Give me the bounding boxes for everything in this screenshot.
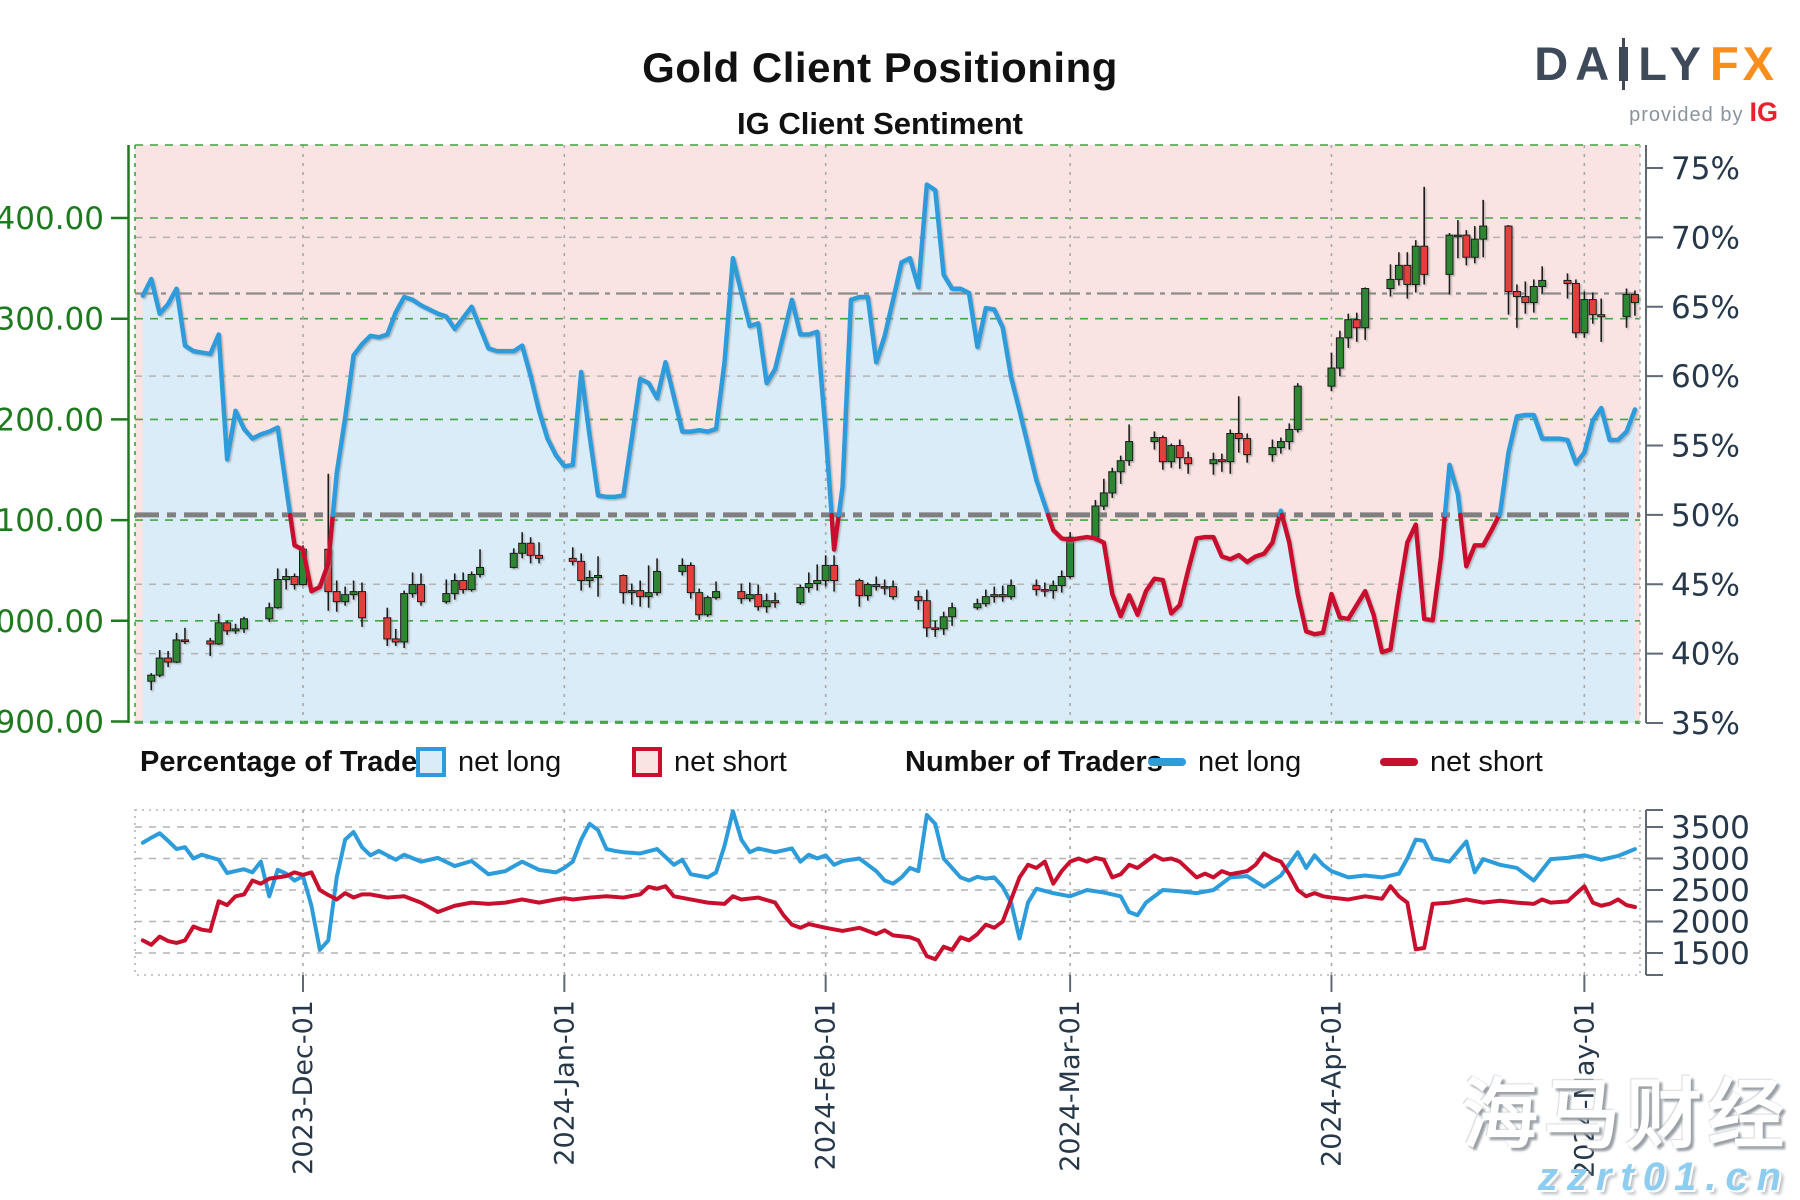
svg-text:2000.00: 2000.00: [0, 604, 104, 640]
legend-item-num-net-short: net short: [1380, 742, 1543, 782]
svg-text:2300.00: 2300.00: [0, 302, 104, 338]
dailyfx-logo: DA LY FX provided by IG: [1534, 36, 1778, 128]
svg-text:50%: 50%: [1671, 498, 1740, 534]
svg-text:2024-Apr-01: 2024-Apr-01: [1316, 1000, 1347, 1167]
net-long-line-swatch: [1148, 758, 1186, 766]
watermark: 海马财经 zzrt01.cn: [1462, 1076, 1790, 1198]
svg-text:2024-Feb-01: 2024-Feb-01: [811, 1000, 842, 1170]
svg-text:2024-May-01: 2024-May-01: [1569, 1000, 1600, 1178]
logo-text-fx: FX: [1709, 37, 1778, 90]
svg-text:75%: 75%: [1671, 151, 1740, 187]
chart-legend: Percentage of Traders net long net short…: [0, 742, 1800, 788]
percent-axis-right: 75% 70% 65% 60% 55% 50% 45% 40% 35%: [1645, 145, 1740, 742]
trader-count-line-net-short: [140, 851, 1637, 962]
svg-text:2400.00: 2400.00: [0, 201, 104, 237]
legend-item-num-net-long: net long: [1148, 742, 1301, 782]
logo-provided-by: provided by IG: [1629, 97, 1778, 127]
legend-header-percentage: Percentage of Traders: [140, 745, 445, 778]
svg-text:45%: 45%: [1671, 567, 1740, 603]
trader-count-line-net-long: [140, 809, 1637, 952]
svg-text:2000: 2000: [1671, 905, 1750, 941]
sentiment-area-fills: [135, 145, 1640, 723]
svg-text:3000: 3000: [1671, 842, 1750, 878]
dailyfx-wordmark: DA LY FX: [1534, 36, 1778, 91]
svg-text:35%: 35%: [1671, 706, 1740, 742]
legend-item-pct-net-short: net short: [632, 742, 787, 782]
svg-text:3500: 3500: [1671, 810, 1750, 846]
reference-lines: [135, 292, 1640, 518]
net-short-area-swatch: [632, 747, 662, 777]
svg-text:70%: 70%: [1671, 220, 1740, 256]
logo-text-ly: LY: [1638, 37, 1708, 90]
chart-subtitle: IG Client Sentiment: [737, 106, 1023, 141]
net-short-line-swatch: [1380, 758, 1418, 766]
svg-text:2500: 2500: [1671, 873, 1750, 909]
svg-text:1900.00: 1900.00: [0, 705, 104, 741]
svg-text:2024-Jan-01: 2024-Jan-01: [549, 1000, 580, 1166]
svg-text:2200.00: 2200.00: [0, 402, 104, 438]
legend-item-pct-net-long: net long: [416, 742, 561, 782]
date-axis: 2023-Dec-01 2024-Jan-01 2024-Feb-01 2024-Ma…: [288, 975, 1600, 1178]
svg-text:2100.00: 2100.00: [0, 503, 104, 539]
net-long-percentage-line: [140, 182, 1638, 655]
page-title: Gold Client Positioning: [642, 44, 1118, 91]
svg-text:65%: 65%: [1671, 290, 1740, 326]
svg-text:2023-Dec-01: 2023-Dec-01: [288, 1000, 319, 1175]
ig-logo: IG: [1749, 97, 1778, 127]
svg-text:1500: 1500: [1671, 936, 1750, 972]
svg-text:40%: 40%: [1671, 637, 1740, 673]
watermark-cjk-text: 海马财经: [1462, 1073, 1790, 1159]
svg-text:60%: 60%: [1671, 359, 1740, 395]
svg-text:2024-Mar-01: 2024-Mar-01: [1055, 1000, 1086, 1172]
gold-candlesticks: [147, 186, 1639, 691]
price-axis-left: 2400.00 2300.00 2200.00 2100.00 2000.00 1900.…: [0, 145, 130, 741]
net-long-area-swatch: [416, 747, 446, 777]
logo-text-da: DA: [1534, 37, 1617, 90]
legend-header-number: Number of Traders: [905, 745, 1163, 778]
watermark-url-text: zzrt01.cn: [1537, 1155, 1790, 1199]
svg-text:55%: 55%: [1671, 429, 1740, 465]
logo-candlestick-icon: [1619, 37, 1629, 90]
trader-count-gridlines: [134, 809, 1641, 976]
